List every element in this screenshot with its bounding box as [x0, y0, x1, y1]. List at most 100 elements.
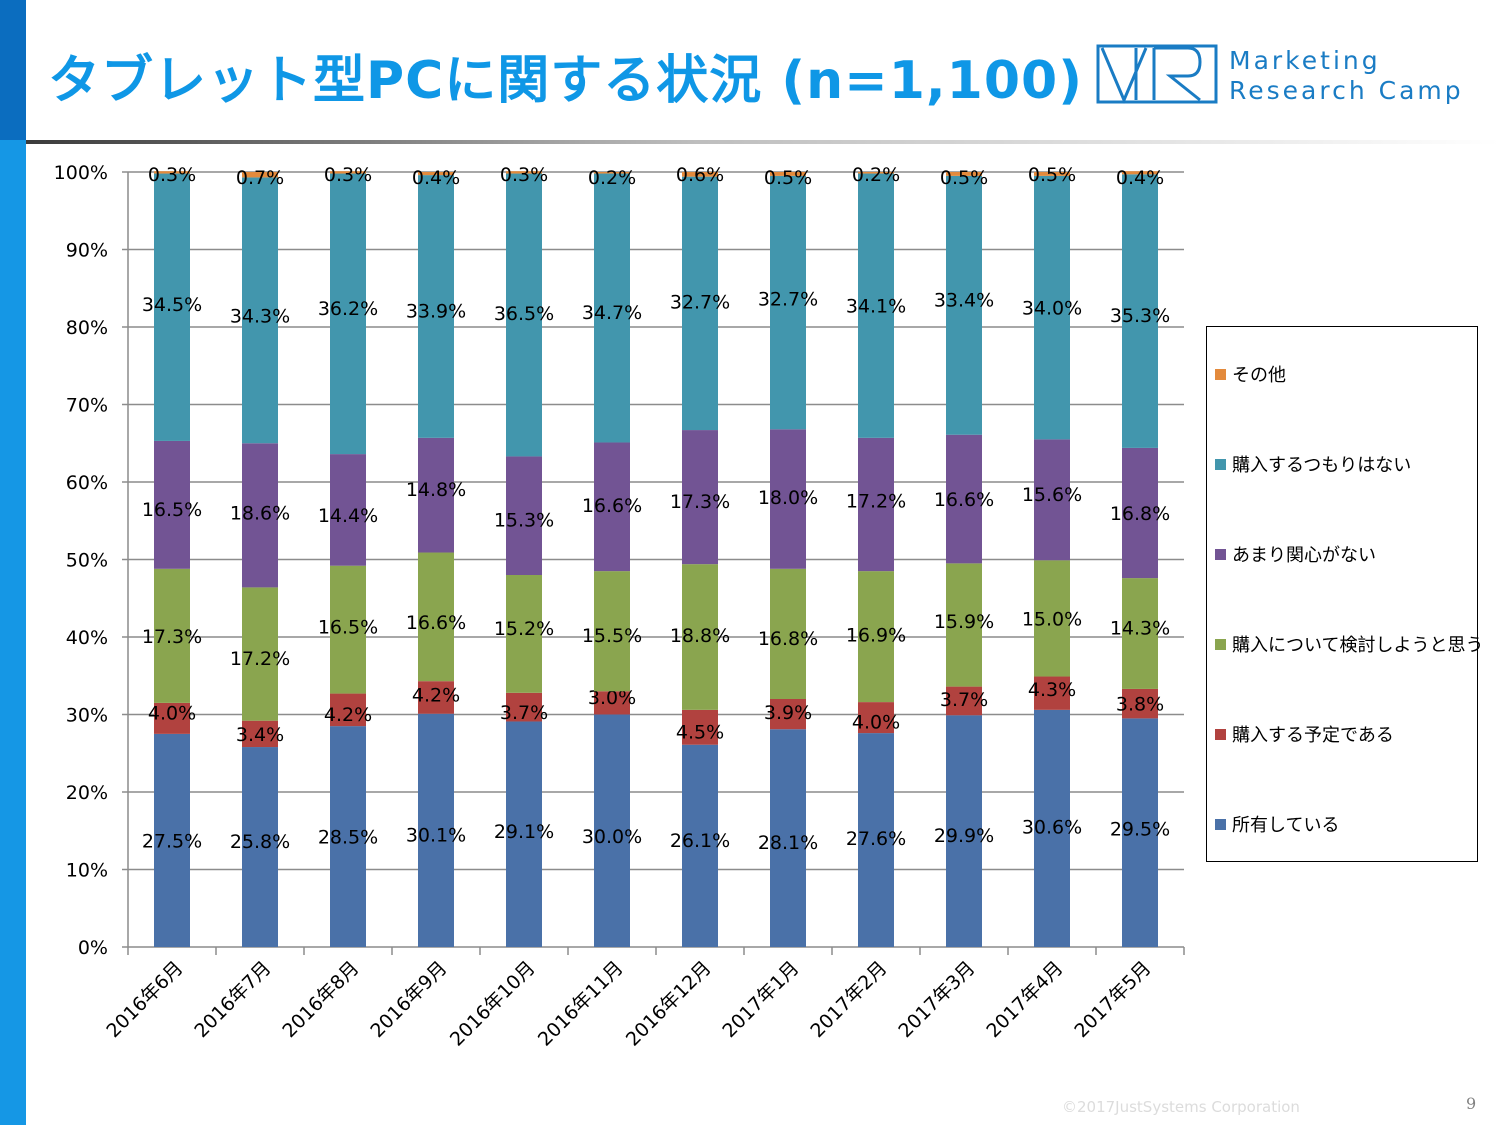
x-category-label: 2016年6月 [102, 957, 187, 1042]
bar-segment-considering [1034, 560, 1070, 677]
data-label-considering: 16.6% [406, 612, 466, 634]
data-label-owned: 28.1% [758, 832, 818, 854]
y-tick-label: 40% [66, 627, 108, 649]
legend-swatch [1215, 458, 1226, 470]
legend-item-other: その他 [1215, 361, 1286, 387]
bar-segment-considering [154, 568, 190, 703]
bar-segment-not_interested [1122, 447, 1158, 579]
bar-segment-other [946, 172, 982, 176]
data-label-no_intent: 34.7% [582, 302, 642, 324]
x-category-label: 2016年7月 [190, 957, 275, 1042]
data-label-no_intent: 33.4% [934, 289, 994, 311]
data-label-not_interested: 18.6% [230, 502, 290, 524]
data-label-owned: 29.1% [494, 821, 554, 843]
data-label-plan: 3.8% [1116, 694, 1164, 716]
legend-label: 購入する予定である [1232, 725, 1394, 746]
data-label-owned: 30.0% [582, 826, 642, 848]
data-label-other: 0.6% [676, 164, 724, 186]
bar-segment-owned [594, 714, 630, 947]
data-label-considering: 16.5% [318, 617, 378, 639]
x-category-label: 2017年4月 [982, 957, 1067, 1042]
logo-line-2: Research Camp [1229, 76, 1464, 105]
bar-segment-considering [506, 575, 542, 693]
bar-segment-other [1034, 172, 1070, 176]
data-label-plan: 4.2% [412, 684, 460, 706]
bar-segment-not_interested [858, 437, 894, 572]
bar-segment-not_interested [1034, 439, 1070, 561]
data-label-owned: 29.5% [1110, 819, 1170, 841]
data-label-other: 0.3% [148, 164, 196, 186]
data-label-other: 0.3% [500, 164, 548, 186]
data-label-not_interested: 17.2% [846, 490, 906, 512]
bar-segment-no_intent [418, 175, 454, 438]
data-label-other: 0.5% [940, 167, 988, 189]
brand-logo: Marketing Research Camp [1096, 44, 1476, 106]
bar-segment-not_interested [594, 442, 630, 572]
legend-label: あまり関心がない [1232, 545, 1376, 566]
bar-segment-owned [946, 715, 982, 947]
bar-segment-owned [506, 721, 542, 947]
legend-item-owned: 所有している [1215, 811, 1339, 837]
y-tick-label: 80% [66, 317, 108, 339]
data-label-no_intent: 34.3% [230, 305, 290, 327]
bar-segment-considering [946, 563, 982, 687]
bar-segment-plan [154, 702, 190, 734]
bar-segment-owned [770, 729, 806, 947]
data-label-owned: 28.5% [318, 827, 378, 849]
x-category-label: 2016年8月 [278, 957, 363, 1042]
data-label-no_intent: 34.1% [846, 296, 906, 318]
data-label-considering: 15.2% [494, 618, 554, 640]
bar-segment-owned [418, 713, 454, 947]
bar-segment-not_interested [242, 443, 278, 588]
data-label-owned: 26.1% [670, 830, 730, 852]
legend-label: その他 [1232, 365, 1286, 386]
bar-segment-considering [242, 587, 278, 721]
bar-segment-considering [418, 552, 454, 682]
data-label-plan: 3.7% [940, 689, 988, 711]
bar-segment-owned [154, 733, 190, 947]
bar-segment-other [770, 172, 806, 176]
bar-segment-other [154, 171, 190, 174]
data-label-not_interested: 17.3% [670, 491, 730, 513]
data-label-not_interested: 18.0% [758, 487, 818, 509]
data-label-not_interested: 14.4% [318, 505, 378, 527]
data-label-owned: 25.8% [230, 831, 290, 853]
page-number: 9 [1466, 1094, 1477, 1113]
bar-segment-no_intent [1122, 174, 1158, 448]
legend-swatch [1215, 818, 1226, 830]
legend-item-no_intent: 購入するつもりはない [1215, 451, 1411, 477]
bar-segment-no_intent [770, 175, 806, 430]
data-label-not_interested: 14.8% [406, 479, 466, 501]
legend-swatch [1215, 638, 1226, 650]
bar-segment-no_intent [506, 173, 542, 457]
data-label-no_intent: 32.7% [758, 289, 818, 311]
bar-segment-other [858, 172, 894, 174]
bar-segment-plan [1122, 688, 1158, 719]
data-label-plan: 3.4% [236, 724, 284, 746]
bar-segment-plan [594, 691, 630, 715]
data-label-considering: 15.0% [1022, 608, 1082, 630]
logo-line-1: Marketing [1229, 46, 1381, 75]
bar-segment-plan [242, 720, 278, 748]
data-label-plan: 3.9% [764, 702, 812, 724]
bar-segment-plan [330, 693, 366, 727]
data-label-considering: 16.8% [758, 628, 818, 650]
bar-segment-plan [418, 681, 454, 714]
legend-item-considering: 購入について検討しようと思う [1215, 631, 1483, 657]
legend-item-plan: 購入する予定である [1215, 721, 1394, 747]
data-label-plan: 4.0% [852, 712, 900, 734]
data-label-not_interested: 15.3% [494, 510, 554, 532]
bar-segment-plan [506, 692, 542, 722]
data-label-no_intent: 34.5% [142, 294, 202, 316]
x-category-label: 2017年1月 [718, 957, 803, 1042]
y-tick-label: 50% [66, 550, 108, 572]
bar-segment-no_intent [858, 173, 894, 438]
y-tick-label: 30% [66, 705, 108, 727]
bar-segment-considering [330, 565, 366, 694]
bar-segment-other [506, 171, 542, 174]
data-label-owned: 30.6% [1022, 816, 1082, 838]
x-category-label: 2016年10月 [446, 957, 540, 1051]
y-tick-label: 70% [66, 395, 108, 417]
data-label-considering: 15.9% [934, 611, 994, 633]
bar-segment-not_interested [682, 430, 718, 565]
